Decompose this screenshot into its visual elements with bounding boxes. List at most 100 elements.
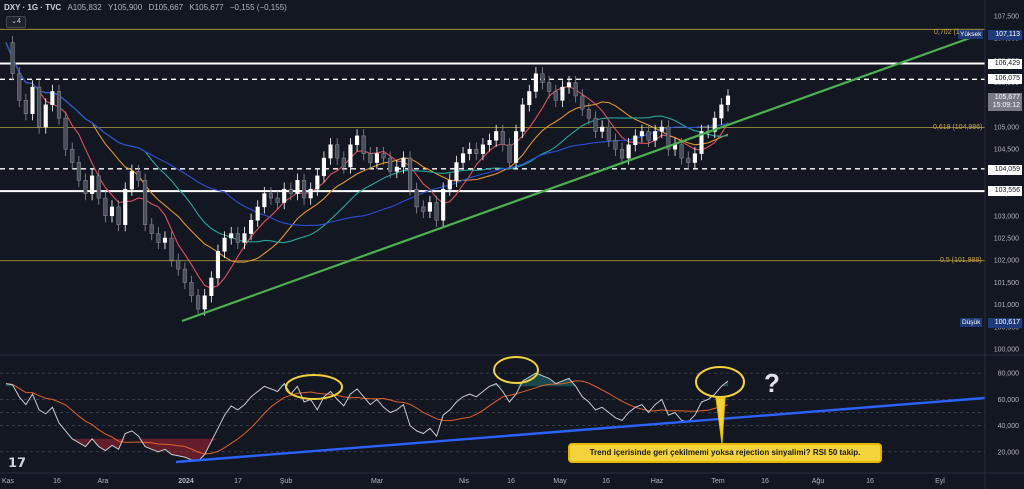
- low-tag: Düşük: [960, 318, 983, 327]
- price-tick-label: 102,500: [994, 236, 1019, 243]
- candle-body: [653, 131, 658, 141]
- high-value-label: 107,113: [988, 30, 1022, 40]
- candle-body: [136, 171, 141, 181]
- candle-body: [507, 144, 512, 163]
- time-tick-label: Şub: [280, 478, 293, 485]
- indicator-count: 4: [16, 18, 21, 25]
- moving-average-line: [5, 42, 729, 244]
- open-value: A105,832: [67, 3, 102, 12]
- price-tick-label: 107,500: [994, 14, 1019, 21]
- candle-body: [719, 104, 724, 119]
- candle-body: [500, 131, 505, 146]
- trendlines: [181, 36, 971, 323]
- candle-body: [275, 197, 280, 203]
- tradingview-logo[interactable]: 𝟭𝟳: [8, 455, 27, 470]
- candle-body: [560, 86, 565, 101]
- highlight-ellipse: [695, 366, 745, 398]
- candle-body: [43, 104, 48, 128]
- candle-body: [619, 148, 625, 159]
- candlesticks: [10, 35, 731, 316]
- candle-body: [63, 117, 68, 150]
- chart-header: DXY · 1G · TVC A105,832 Y105,900 D105,66…: [4, 3, 287, 12]
- candle-body: [196, 295, 201, 310]
- candle-body: [368, 153, 373, 163]
- candle-body: [586, 108, 591, 119]
- candle-body: [447, 180, 452, 190]
- candle-body: [129, 171, 134, 190]
- candle-body: [96, 175, 101, 199]
- candle-body: [712, 117, 717, 132]
- level-103556-label: 103,556: [988, 186, 1022, 196]
- candle-body: [467, 148, 472, 154]
- rsi-overbought-fill: [6, 373, 728, 387]
- candle-body: [169, 237, 174, 261]
- candle-body: [613, 140, 618, 150]
- candle-body: [189, 282, 194, 296]
- candle-body: [639, 131, 644, 137]
- price-tick-label: 100,000: [994, 347, 1019, 354]
- candle-body: [209, 277, 214, 296]
- time-tick-label: Ara: [98, 478, 109, 485]
- candle-body: [70, 148, 75, 163]
- candle-body: [109, 206, 115, 217]
- time-tick-label: May: [553, 478, 567, 485]
- candle-body: [162, 237, 168, 243]
- candle-body: [116, 206, 121, 225]
- time-tick-label: 16: [507, 478, 515, 485]
- candle-body: [666, 126, 671, 150]
- candle-body: [421, 206, 426, 212]
- symbol-label[interactable]: DXY · 1G · TVC: [4, 3, 62, 12]
- candle-body: [176, 259, 181, 270]
- candle-body: [308, 188, 313, 199]
- candle-body: [566, 82, 572, 88]
- price-tick-label: 104,500: [994, 147, 1019, 154]
- level-106429-label: 106,429: [988, 59, 1022, 69]
- indicator-collapse-button[interactable]: ⌄4: [6, 16, 26, 28]
- candle-body: [381, 153, 386, 159]
- price-levels: [0, 28, 985, 262]
- candle-body: [268, 193, 274, 199]
- candle-body: [573, 82, 578, 97]
- candle-body: [394, 166, 399, 172]
- rsi-oversold-fill: [6, 438, 728, 462]
- candle-body: [626, 144, 631, 159]
- low-value-label: 100,617: [988, 318, 1022, 328]
- candle-body: [633, 135, 638, 146]
- candle-body: [494, 131, 499, 141]
- rsi-tick-label: 80,000: [998, 371, 1020, 378]
- candle-body: [547, 82, 552, 92]
- candle-body: [454, 162, 459, 181]
- fib-0618-label: 0,618 (104,986): [933, 124, 983, 131]
- candle-body: [355, 135, 360, 146]
- time-tick-label: Eyl: [935, 478, 945, 485]
- candle-body: [527, 91, 532, 106]
- highlight-ellipse: [493, 356, 539, 384]
- rsi-ma-line: [5, 380, 729, 455]
- current-price-label: 105,677: [988, 93, 1022, 103]
- annotation-callout: Trend içerisinde geri çekilmemi yoksa re…: [568, 443, 882, 463]
- fib-0702-label: 0,702 (1: [934, 29, 960, 36]
- callout-pointer: [715, 397, 726, 445]
- change-value: −0,155 (−0,155): [229, 3, 287, 12]
- candle-body: [427, 202, 432, 212]
- candle-body: [374, 153, 379, 163]
- high-value: Y105,900: [107, 3, 143, 12]
- candle-body: [686, 157, 691, 163]
- candle-body: [17, 73, 22, 101]
- candle-body: [182, 268, 187, 283]
- price-trendline: [181, 36, 971, 323]
- candle-body: [83, 180, 88, 194]
- candle-body: [606, 126, 611, 141]
- candle-body: [295, 180, 300, 194]
- candle-body: [540, 73, 545, 83]
- time-tick-label: 16: [53, 478, 61, 485]
- candle-body: [249, 219, 254, 234]
- time-tick-label: Mar: [371, 478, 384, 485]
- candle-body: [143, 180, 148, 225]
- level-106075-label: 106,075: [988, 74, 1022, 84]
- candle-body: [434, 202, 439, 221]
- candle-body: [348, 144, 353, 168]
- candle-body: [222, 237, 227, 252]
- moving-average-line: [5, 42, 729, 289]
- candle-body: [388, 157, 393, 172]
